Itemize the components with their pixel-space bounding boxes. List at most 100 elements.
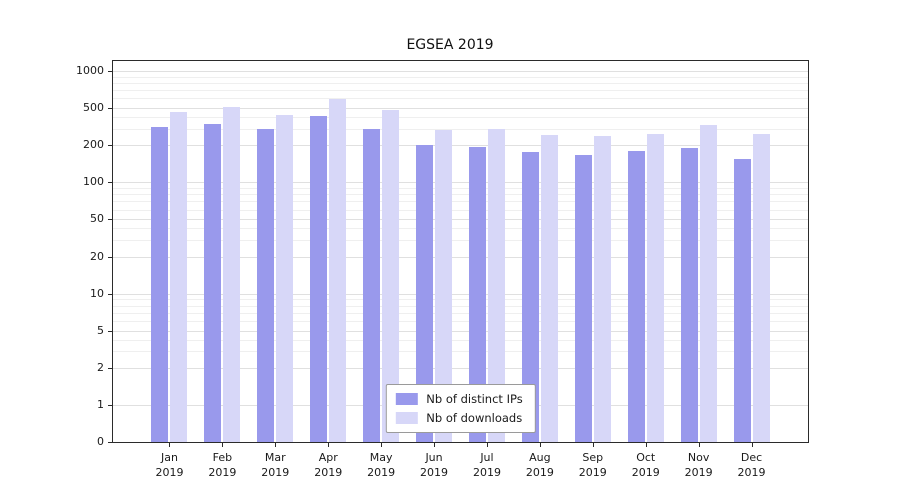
gridline (113, 351, 808, 353)
legend-item-downloads: Nb of downloads (395, 411, 522, 425)
x-tick-mark (222, 443, 224, 447)
gridline (113, 187, 808, 189)
bar-downloads (276, 115, 294, 442)
gridline (113, 117, 808, 119)
gridline (113, 182, 808, 184)
bar-distinct-ips (363, 129, 381, 442)
gridline (113, 90, 808, 92)
gridline (113, 145, 808, 147)
y-tick-label: 500 (83, 101, 104, 115)
y-tick-label: 200 (83, 138, 104, 152)
y-tick-mark (108, 108, 112, 110)
bar-downloads (593, 136, 611, 442)
bar-distinct-ips (733, 158, 751, 442)
bar-downloads (170, 111, 188, 442)
y-tick-label: 100 (83, 175, 104, 189)
y-tick-label: 2 (97, 360, 104, 374)
x-tick-label: Mar 2019 (261, 451, 290, 479)
y-tick-label: 1000 (76, 64, 104, 77)
y-tick-label: 0 (97, 435, 104, 448)
y-tick-mark (108, 404, 112, 406)
chart-title: EGSEA 2019 (406, 37, 494, 53)
x-tick-label: Jun 2019 (420, 451, 449, 479)
bar-downloads (382, 109, 400, 442)
x-tick-label: Dec 2019 (737, 451, 766, 479)
gridline (113, 330, 808, 332)
gridline (113, 312, 808, 314)
bar-distinct-ips (257, 129, 275, 442)
y-tick-mark (108, 330, 112, 332)
gridline (113, 320, 808, 322)
x-tick-label: Feb 2019 (208, 451, 237, 479)
y-tick-label: 20 (90, 249, 104, 263)
x-tick-mark (328, 443, 330, 447)
gridline (113, 76, 808, 78)
gridline (113, 305, 808, 307)
bar-downloads (752, 133, 770, 442)
y-tick-mark (108, 145, 112, 147)
y-tick-mark (108, 182, 112, 184)
gridline (113, 367, 808, 369)
plot-area: Nb of distinct IPs Nb of downloads (112, 60, 809, 443)
x-tick-label: Apr 2019 (314, 451, 343, 479)
gridline (113, 209, 808, 211)
x-tick-mark (381, 443, 383, 447)
bar-downloads (540, 134, 558, 442)
bar-downloads (329, 99, 347, 442)
x-tick-mark (751, 443, 753, 447)
y-tick-mark (108, 256, 112, 258)
y-tick-label: 1 (97, 397, 104, 411)
gridline (113, 256, 808, 258)
x-tick-mark (275, 443, 277, 447)
legend-item-distinct-ips: Nb of distinct IPs (395, 392, 523, 406)
x-tick-label: Jul 2019 (472, 451, 501, 479)
x-tick-label: Nov 2019 (684, 451, 713, 479)
gridline (113, 299, 808, 301)
gridline (113, 293, 808, 295)
bar-distinct-ips (204, 124, 222, 442)
y-tick-label: 10 (90, 286, 104, 300)
x-tick-label: Jan 2019 (155, 451, 184, 479)
x-tick-mark (539, 443, 541, 447)
bar-downloads (435, 130, 453, 442)
x-tick-mark (592, 443, 594, 447)
gridline (113, 98, 808, 100)
bar-distinct-ips (468, 146, 486, 442)
legend-swatch-distinct-ips (395, 393, 418, 405)
x-tick-label: May 2019 (367, 451, 396, 479)
x-tick-mark (486, 443, 488, 447)
bar-distinct-ips (416, 145, 434, 442)
legend: Nb of distinct IPs Nb of downloads (385, 384, 536, 433)
bar-distinct-ips (310, 116, 328, 442)
y-tick-mark (108, 367, 112, 369)
bar-distinct-ips (680, 147, 698, 442)
x-tick-mark (698, 443, 700, 447)
gridline (113, 82, 808, 84)
bar-distinct-ips (574, 155, 592, 442)
bar-distinct-ips (151, 127, 169, 442)
bar-downloads (646, 133, 664, 442)
gridline (113, 194, 808, 196)
bar-downloads (487, 128, 505, 442)
gridline (113, 339, 808, 341)
y-tick-mark (108, 293, 112, 295)
x-tick-label: Aug 2019 (525, 451, 554, 479)
bar-downloads (699, 124, 717, 442)
x-tick-mark (434, 443, 436, 447)
legend-label-distinct-ips: Nb of distinct IPs (426, 392, 523, 406)
bars-layer (113, 61, 808, 442)
bar-distinct-ips (521, 152, 539, 442)
y-tick-label: 50 (90, 212, 104, 226)
gridline (113, 108, 808, 110)
legend-swatch-downloads (395, 412, 418, 424)
legend-label-downloads: Nb of downloads (426, 411, 523, 425)
y-tick-mark (108, 71, 112, 72)
x-tick-mark (169, 443, 171, 447)
gridline (113, 240, 808, 242)
gridline (113, 201, 808, 203)
x-tick-mark (645, 443, 647, 447)
x-tick-label: Sep 2019 (578, 451, 607, 479)
x-tick-label: Oct 2019 (631, 451, 660, 479)
gridline (113, 128, 808, 130)
